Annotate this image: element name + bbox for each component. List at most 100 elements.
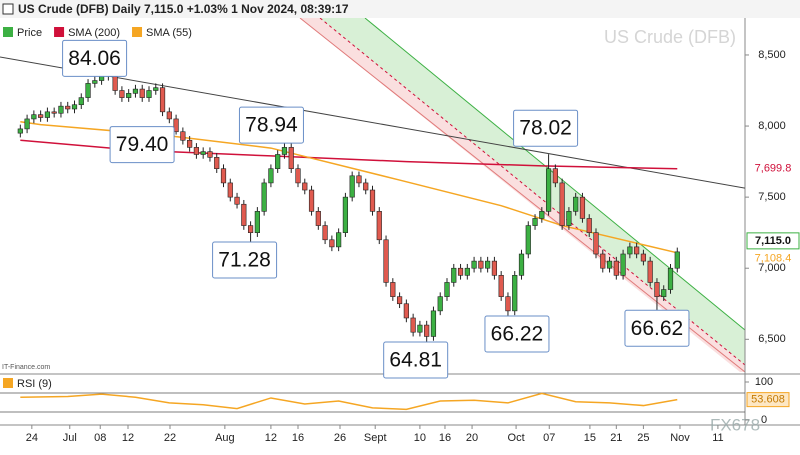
- candle-body: [44, 111, 51, 118]
- legend-swatch: [132, 27, 143, 37]
- candle: [275, 150, 281, 173]
- candle-body: [356, 175, 362, 184]
- candle-body: [647, 260, 653, 283]
- candle: [207, 147, 213, 162]
- candle-body: [159, 87, 166, 113]
- candle: [146, 86, 152, 102]
- x-tick-label: 25: [637, 432, 649, 444]
- candle: [119, 86, 125, 102]
- candle-body: [640, 253, 647, 262]
- annotation: 64.81: [383, 341, 449, 379]
- y-tick-label: 8,500: [758, 49, 786, 61]
- x-tick-label: Oct: [508, 432, 525, 444]
- price-label-text: 7,699.8: [755, 163, 792, 175]
- price-label-text: 7,108.4: [755, 253, 792, 265]
- candle: [58, 101, 64, 118]
- y-tick-label: 7,000: [758, 262, 786, 274]
- x-tick-label: Aug: [215, 432, 235, 444]
- candle: [566, 207, 572, 230]
- rsi-current-label: 53.608: [746, 392, 790, 408]
- candle-body: [132, 88, 139, 94]
- candle: [166, 107, 172, 124]
- candle: [559, 178, 565, 230]
- candle: [410, 313, 416, 337]
- candle-body: [31, 114, 37, 120]
- candle: [498, 271, 504, 301]
- candle: [369, 185, 376, 216]
- candle: [627, 242, 633, 259]
- candle-body: [634, 246, 640, 255]
- candle-body: [220, 168, 227, 184]
- candle-body: [180, 131, 186, 141]
- candle-body: [58, 105, 64, 114]
- candle: [579, 192, 586, 223]
- candle-body: [383, 239, 389, 283]
- candle: [227, 178, 233, 202]
- candle-body: [71, 104, 78, 110]
- candle: [444, 278, 450, 301]
- candle-body: [153, 87, 159, 91]
- candle-body: [667, 267, 674, 290]
- candle: [491, 256, 498, 280]
- source-note: IT-Finance.com: [2, 364, 50, 371]
- candle-body: [485, 260, 491, 269]
- annotation-label: 79.40: [116, 133, 169, 156]
- y-tick-label: 7,500: [758, 191, 786, 203]
- x-tick-label: 22: [164, 432, 176, 444]
- candle-body: [491, 260, 498, 276]
- annotation-box: [624, 309, 690, 347]
- candle-body: [295, 168, 301, 184]
- x-tick-label: 24: [26, 432, 38, 444]
- candle-body: [518, 253, 525, 276]
- annotation-label: 78.02: [519, 117, 572, 140]
- legend-swatch: [3, 378, 13, 388]
- x-tick-label: 15: [584, 432, 596, 444]
- candle: [390, 278, 396, 301]
- y-tick-label: 8,000: [758, 120, 786, 132]
- candle: [512, 271, 518, 316]
- candle: [593, 228, 599, 259]
- candle: [187, 136, 193, 152]
- candle-body: [214, 157, 220, 169]
- watermark: US Crude (DFB): [604, 27, 736, 47]
- candle: [396, 292, 403, 309]
- candle: [383, 235, 389, 287]
- candle-body: [112, 75, 118, 91]
- candle-body: [349, 175, 355, 198]
- candle: [17, 124, 23, 138]
- legend-swatch: [54, 27, 65, 37]
- x-tick-label: 21: [610, 432, 622, 444]
- candle-body: [119, 90, 125, 98]
- candle: [308, 185, 315, 216]
- candle-body: [674, 251, 680, 269]
- candle: [552, 164, 558, 188]
- candle: [254, 207, 260, 237]
- candle: [437, 292, 443, 316]
- candle-body: [444, 282, 450, 297]
- candle: [71, 100, 78, 114]
- candle-body: [92, 80, 98, 84]
- x-tick-label: 16: [292, 432, 304, 444]
- candle: [31, 110, 37, 124]
- annotation: 66.62: [624, 309, 690, 347]
- candle-body: [315, 211, 321, 226]
- annotation-box: [62, 39, 128, 77]
- candle: [234, 192, 240, 209]
- title-bar: [0, 0, 800, 18]
- price-label: 7,699.8: [755, 163, 792, 175]
- x-tick-label: 07: [543, 432, 555, 444]
- annotation-box: [212, 241, 278, 279]
- candle: [471, 256, 477, 273]
- candle: [464, 263, 470, 280]
- annotation-box: [238, 106, 304, 144]
- rsi-line: [20, 392, 678, 411]
- candle: [363, 178, 369, 195]
- candle-body: [336, 232, 342, 248]
- candle-body: [24, 118, 30, 130]
- candle-body: [586, 218, 592, 233]
- candle-body: [613, 260, 619, 276]
- candle-body: [17, 128, 23, 134]
- annotation-label: 64.81: [389, 349, 442, 372]
- candle: [153, 83, 159, 95]
- candle-body: [363, 182, 369, 191]
